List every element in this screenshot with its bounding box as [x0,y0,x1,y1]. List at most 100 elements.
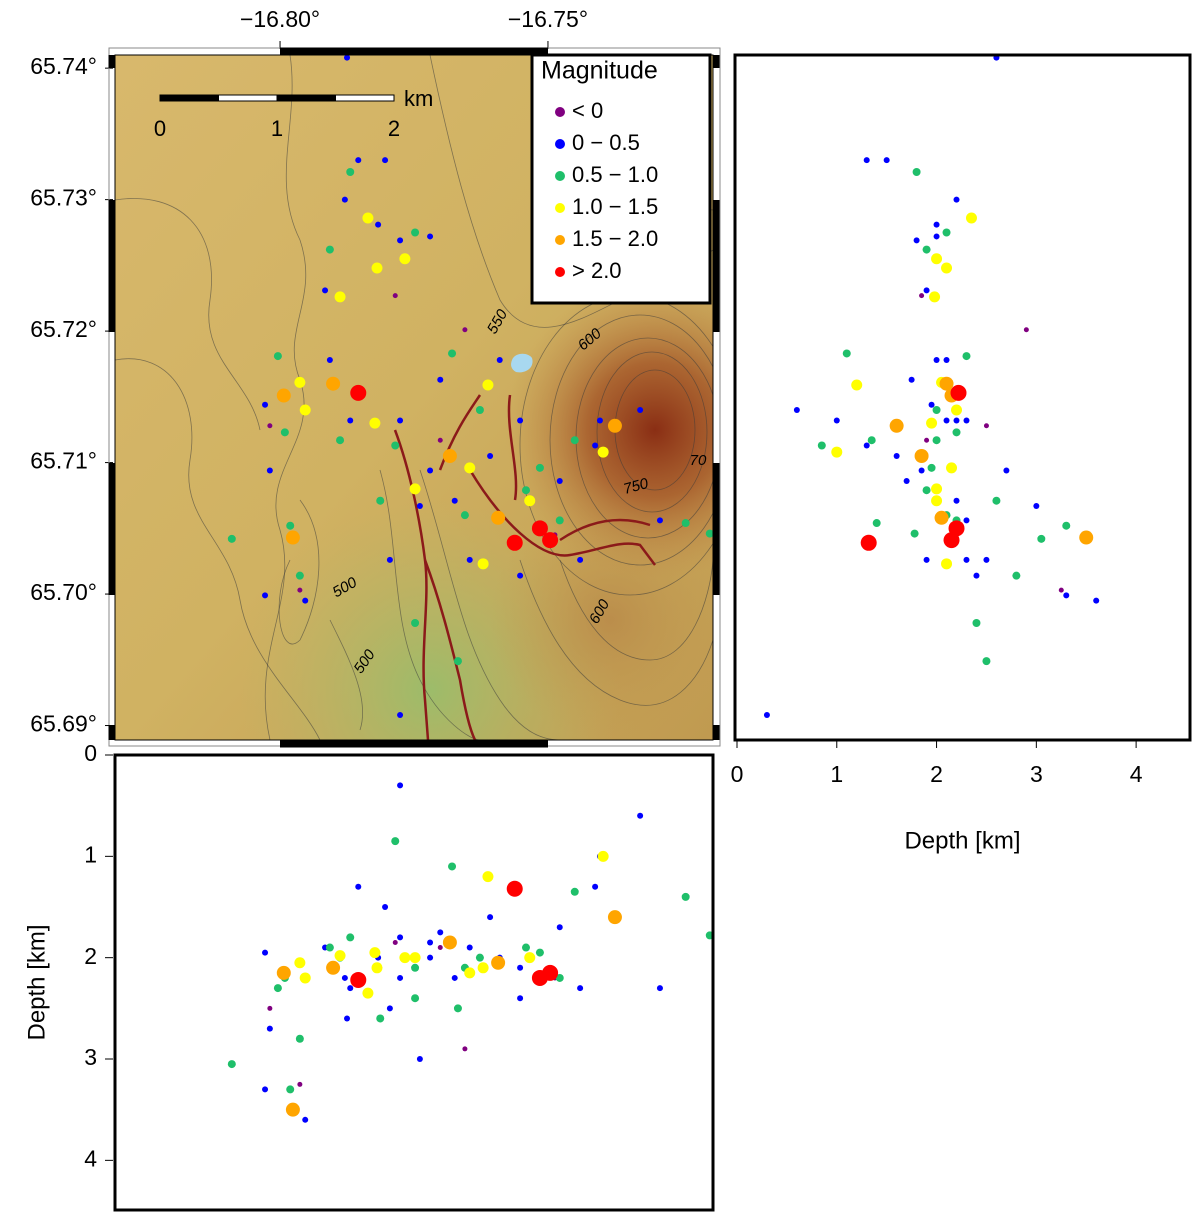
event-point [299,972,311,984]
event-point [793,406,800,413]
event-point [524,952,536,964]
event-point [531,520,548,537]
event-point [681,519,690,528]
event-point [851,379,863,391]
event-point [297,1081,303,1087]
event-point [517,995,524,1002]
event-point [1093,597,1100,604]
event-point [302,597,309,604]
event-point [350,384,367,401]
lon-depth-panel: 0 1 2 3 4 Depth [km] [23,740,714,1171]
event-point [555,973,564,982]
event-point [982,657,991,666]
event-point [1023,327,1029,333]
panel-frame [113,753,715,1212]
event-point [983,423,989,429]
event-point [1079,530,1094,545]
legend-marker [555,267,565,277]
event-point [597,850,609,862]
event-point [437,945,443,951]
event-point [391,837,400,846]
event-point [524,495,536,507]
event-point [276,388,291,403]
event-point [262,592,269,599]
event-point [946,462,958,474]
event-point [477,558,489,570]
y-tick-label: 2 [84,943,97,969]
event-point [860,534,877,551]
event-point [347,985,354,992]
event-point [466,556,473,563]
event-point [656,985,663,992]
event-point [929,291,941,303]
event-point [933,221,940,228]
event-point [983,556,990,563]
event-point [637,406,644,413]
event-point [392,939,398,945]
event-point [535,948,544,957]
legend: Magnitude < 0 0 − 0.5 0.5 − 1.0 1.0 − 1.5 1.5… [530,53,712,305]
event-point [382,904,389,911]
x-tick-label: 2 [930,761,943,787]
event-point [577,985,584,992]
event-point [409,952,421,964]
event-point [817,441,826,450]
event-point [266,467,273,474]
event-point [475,953,484,962]
event-point [637,812,644,819]
event-point [397,974,404,981]
x-axis-label: Depth [km] [904,827,1020,854]
event-point [908,376,915,383]
map-frame [108,47,721,748]
event-point [427,467,434,474]
event-point [371,962,383,974]
event-point [397,237,404,244]
legend-label: 1.0 − 1.5 [572,194,658,219]
event-point [903,477,910,484]
event-point [933,357,940,364]
event-point [963,556,970,563]
event-point [521,486,530,495]
y-tick-label: 65.74° [30,53,97,79]
event-point [326,376,341,391]
event-point [448,862,457,871]
event-point [934,510,949,525]
legend-label: 0.5 − 1.0 [572,162,658,187]
event-point [297,587,303,593]
x-tick-label: 1 [830,761,843,787]
event-point [517,964,524,971]
event-point [577,556,584,563]
event-point [299,404,311,416]
event-point [464,967,476,979]
event-point [336,436,345,445]
event-point [931,483,943,495]
event-point [941,262,953,274]
legend-label: > 2.0 [572,258,622,283]
event-point [556,477,563,484]
event-point [460,511,469,520]
event-point [286,521,295,530]
event-point [442,449,457,464]
event-point [369,947,381,959]
event-point [411,618,420,627]
event-point [344,1015,351,1022]
event-point [386,556,393,563]
event-point [607,910,622,925]
event-point [355,883,362,890]
event-point [939,376,954,391]
event-point [386,1005,393,1012]
event-point [831,446,843,458]
event-point [681,892,690,901]
event-point [362,987,374,999]
y-tick-label: 1 [84,841,97,867]
event-point [326,960,341,975]
event-point [437,929,444,936]
event-point [451,497,458,504]
event-point [521,943,530,952]
event-point [399,952,411,964]
event-point [535,463,544,472]
event-point [362,212,374,224]
event-point [943,532,960,549]
event-point [926,417,938,429]
event-point [397,934,404,941]
